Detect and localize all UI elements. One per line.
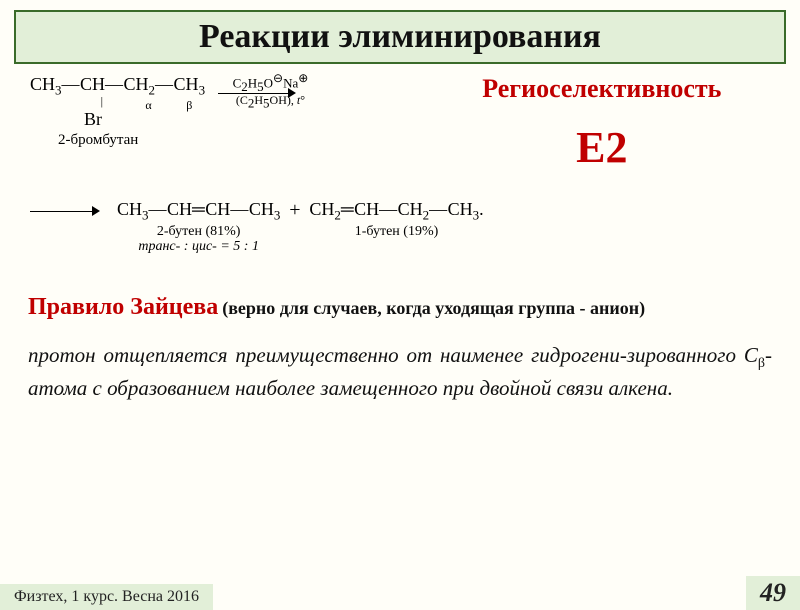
- minor-product: CH2═CH—CH2—CH3. 1-бутен (19%): [309, 199, 483, 239]
- products-line: CH3—CH═CH—CH3 2-бутен (81%) транс- : цис…: [30, 199, 770, 254]
- rule-condition: (верно для случаев, когда уходящая групп…: [222, 298, 645, 318]
- br-label: Br: [84, 109, 102, 129]
- footer-left: Физтех, 1 курс. Весна 2016: [0, 584, 213, 610]
- rule-body: протон отщепляется преимущественно от на…: [28, 341, 772, 402]
- reaction-arrow-2: [30, 204, 100, 218]
- reagent-conditions: C2H5O⊖Na⊕ (C2H5OH), t°: [233, 72, 309, 111]
- title-bar: Реакции элиминирования: [14, 10, 786, 64]
- substrate-line1: CH3— CH— | CH2— α CH3 β C2H5O⊖Na⊕ (C2H5O…: [30, 74, 434, 113]
- mechanism-label: E2: [434, 122, 770, 173]
- reaction-products: CH3—CH═CH—CH3 2-бутен (81%) транс- : цис…: [0, 173, 800, 254]
- regio-block: Региоселективность E2: [434, 74, 770, 173]
- regio-title: Региоселективность: [434, 74, 770, 104]
- major-product: CH3—CH═CH—CH3 2-бутен (81%) транс- : цис…: [117, 199, 280, 254]
- rule-title: Правило Зайцева: [28, 294, 218, 320]
- top-region: CH3— CH— | CH2— α CH3 β C2H5O⊖Na⊕ (C2H5O…: [0, 64, 800, 173]
- slide-title: Реакции элиминирования: [20, 18, 780, 56]
- substrate-name: 2-бромбутан: [58, 132, 434, 149]
- plus-sign: +: [285, 199, 305, 222]
- reaction-substrate: CH3— CH— | CH2— α CH3 β C2H5O⊖Na⊕ (C2H5O…: [30, 74, 434, 173]
- page-number: 49: [746, 576, 800, 610]
- rule-block: Правило Зайцева (верно для случаев, когд…: [0, 254, 800, 402]
- rule-heading: Правило Зайцева (верно для случаев, когд…: [28, 294, 772, 321]
